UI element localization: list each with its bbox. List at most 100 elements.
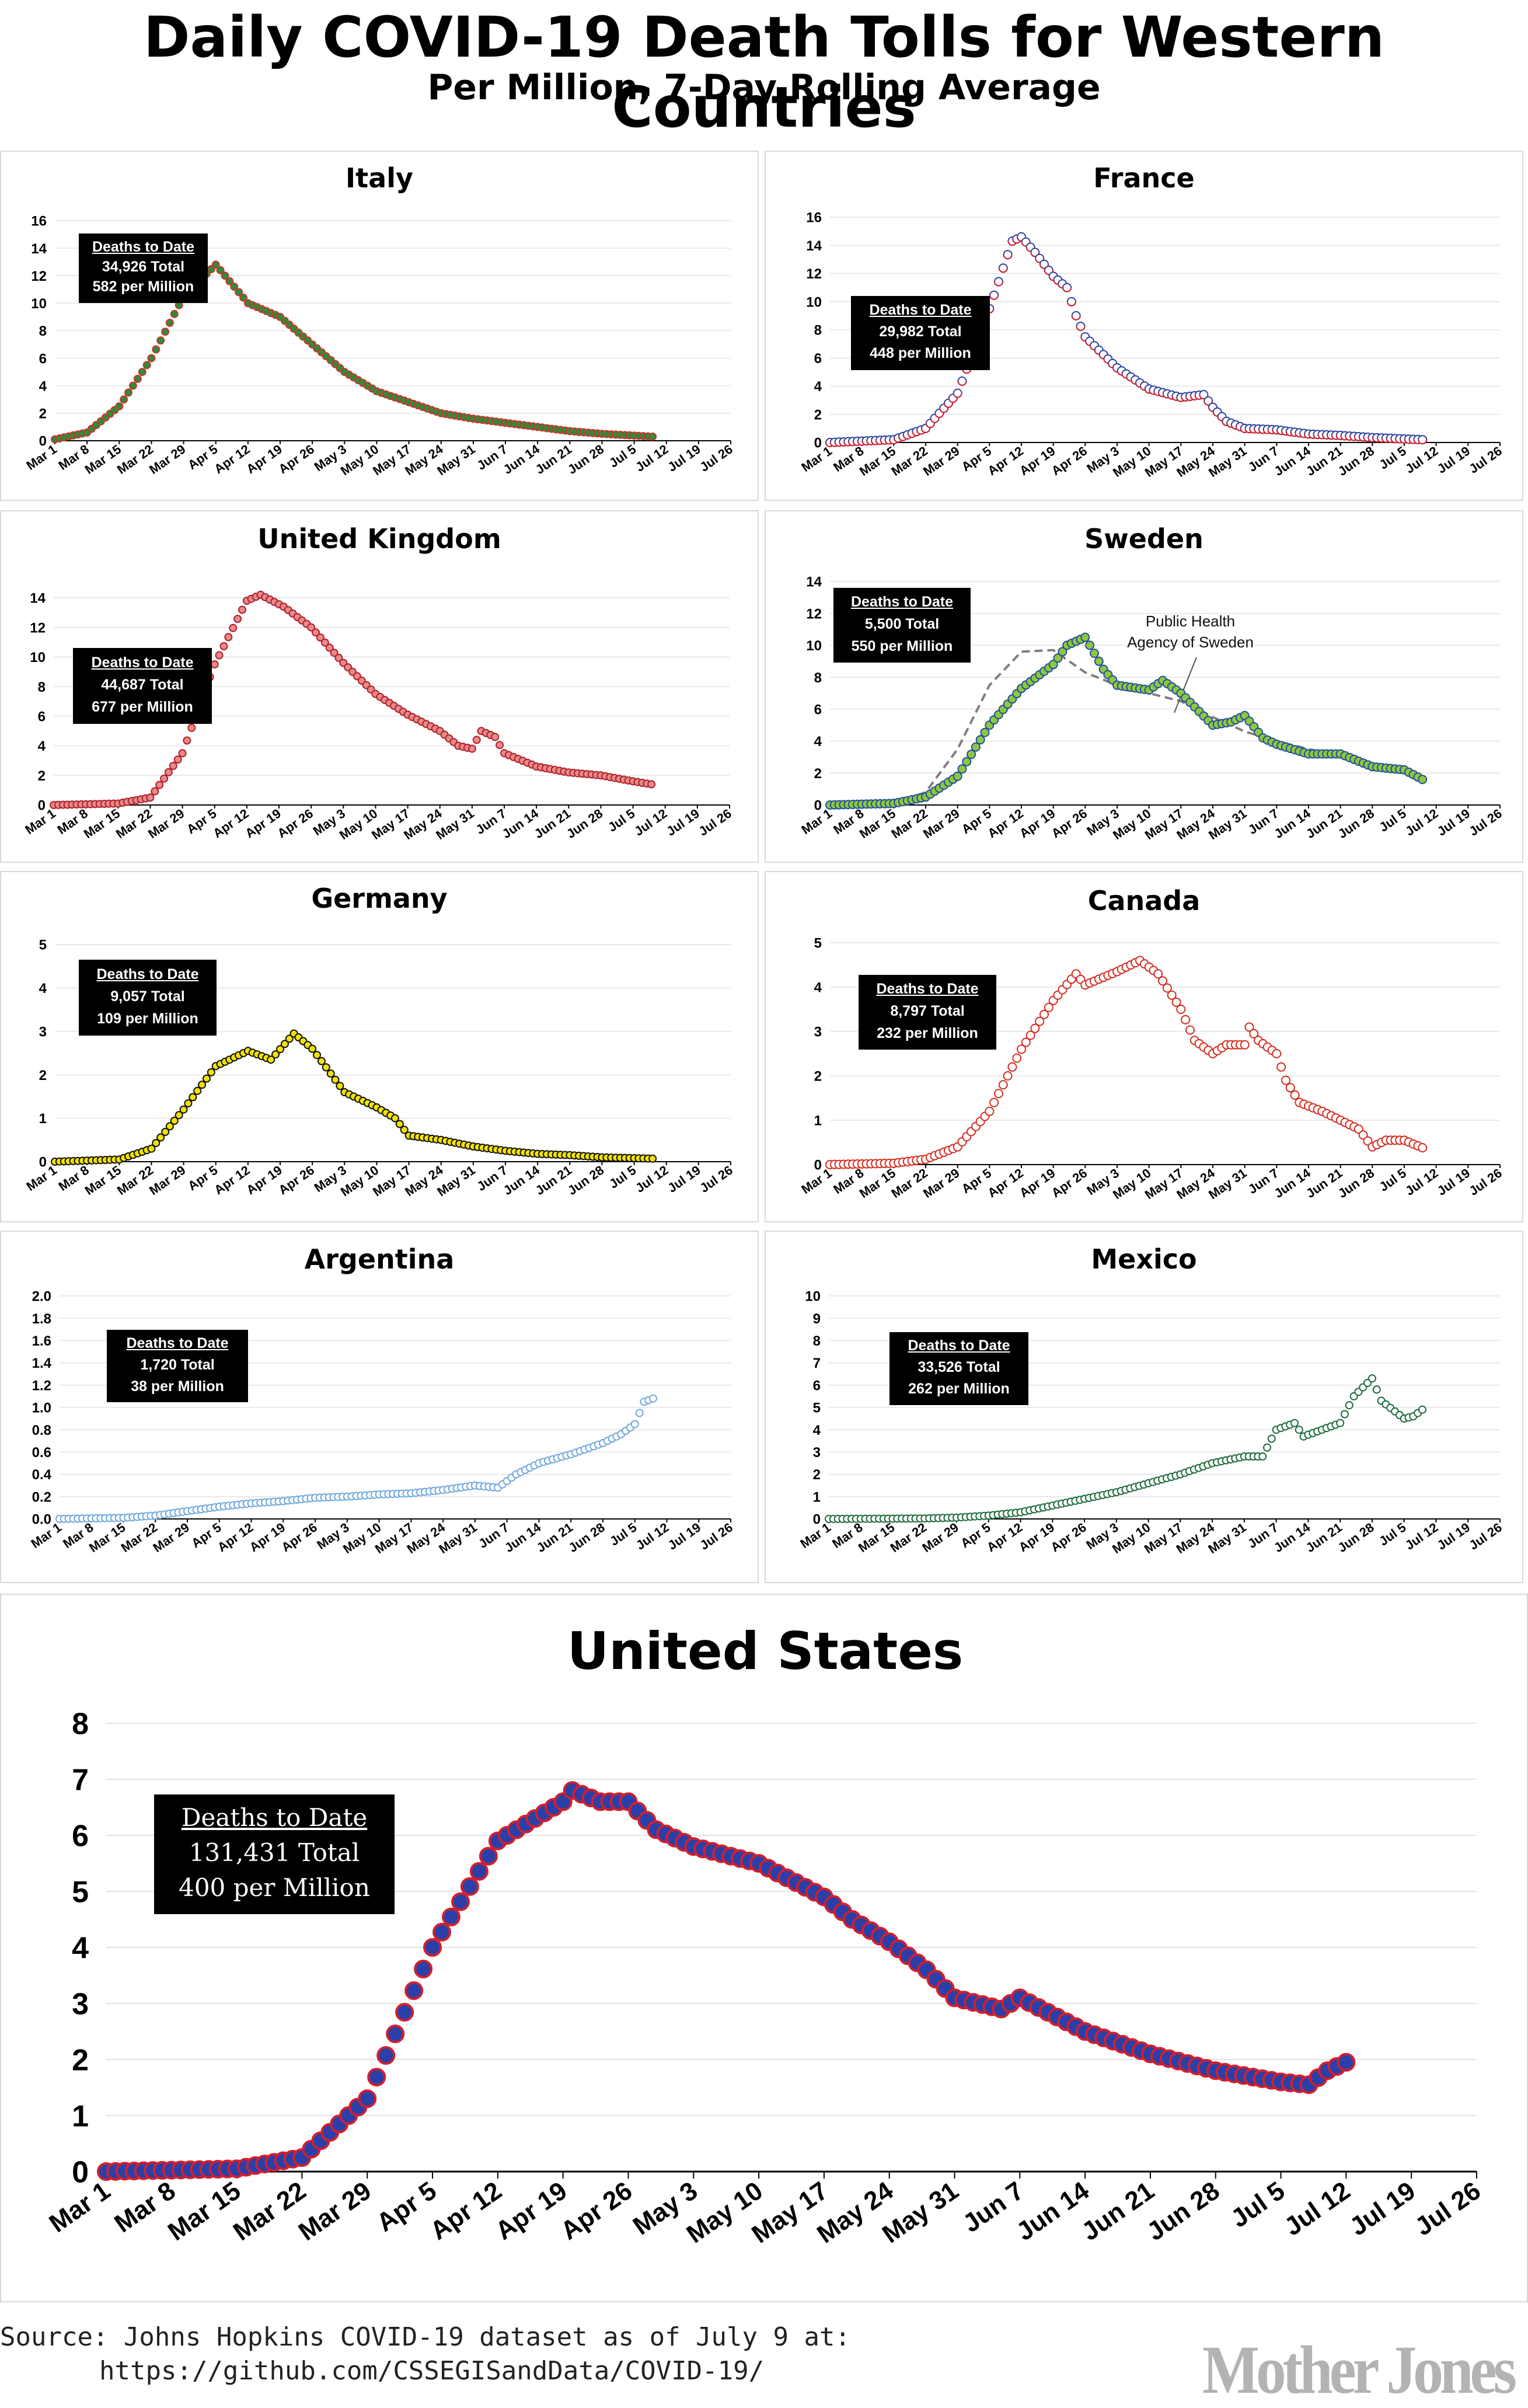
chart-title-france: France — [1093, 162, 1195, 194]
data-point — [225, 277, 234, 285]
data-point — [215, 651, 224, 660]
x-tick-label: Apr 26 — [276, 1163, 317, 1198]
data-point — [238, 605, 246, 614]
deaths-to-date-box-us: Deaths to Date 131,431 Total 400 per Mil… — [154, 1794, 395, 1914]
sweden-reference-line — [893, 649, 1418, 805]
series-points — [50, 590, 656, 809]
y-tick-label: 3 — [39, 1024, 47, 1040]
data-point-accent — [1203, 400, 1213, 406]
deaths-to-date-box-argentina: Deaths to Date 1,720 Total 38 per Millio… — [107, 1330, 248, 1402]
x-tick-label: Apr 12 — [985, 1166, 1025, 1201]
data-point — [170, 309, 179, 318]
data-point — [120, 395, 128, 404]
x-tick-label: Mar 15 — [857, 806, 898, 841]
data-point — [280, 1040, 289, 1048]
x-tick-label: Apr 12 — [211, 442, 252, 477]
data-point — [1090, 649, 1099, 658]
x-tick-label: Jun 21 — [1303, 1520, 1345, 1555]
series-points — [97, 1781, 1356, 2181]
x-tick-label: Apr 12 — [425, 2176, 507, 2246]
data-point — [156, 336, 165, 345]
x-tick-label: Jun 28 — [1142, 2176, 1225, 2246]
data-point — [1418, 775, 1428, 785]
deaths-to-date-box-france: Deaths to Date 29,982 Total 448 per Mill… — [851, 296, 990, 370]
data-point — [1048, 660, 1058, 670]
deaths-to-date-label: Deaths to Date — [869, 302, 972, 318]
x-tick-label: Jul 19 — [1435, 1166, 1473, 1198]
data-point — [496, 741, 504, 750]
x-tick-label: Apr 26 — [1049, 806, 1090, 841]
data-point — [216, 266, 225, 274]
data-point-accent — [1066, 301, 1076, 306]
data-point-accent — [1062, 287, 1072, 292]
y-tick-label: 2 — [814, 407, 822, 423]
y-tick-label: 2.0 — [32, 1289, 51, 1305]
x-tick-label: Jul 5 — [606, 1163, 639, 1191]
x-tick-label: Apr 19 — [243, 442, 284, 477]
data-point — [334, 653, 343, 662]
y-tick-label: 10 — [805, 1289, 821, 1305]
deaths-to-date-label: Deaths to Date — [876, 981, 979, 997]
data-point — [358, 2089, 377, 2109]
data-point-accent — [1030, 252, 1040, 257]
x-tick-label: Jul 19 — [664, 806, 702, 839]
x-tick-label: Jun 14 — [1271, 806, 1313, 841]
y-tick-label: 2 — [39, 406, 47, 422]
data-point — [1418, 1143, 1428, 1153]
data-point — [1153, 969, 1163, 979]
series-points — [825, 1374, 1426, 1523]
deaths-to-date-label: Deaths to Date — [91, 654, 194, 671]
chart-title-italy: Italy — [346, 162, 413, 194]
data-point — [128, 381, 137, 390]
data-point — [1021, 1037, 1031, 1047]
data-point — [179, 1105, 188, 1114]
x-tick-label: Apr 19 — [243, 1163, 284, 1198]
deaths-per-million: 38 per Million — [131, 1378, 224, 1395]
x-tick-label: Mar 29 — [294, 2176, 376, 2246]
x-tick-label: Jun 28 — [1335, 1166, 1377, 1201]
data-point — [1058, 647, 1067, 657]
chart-panel-canada: Canada 0 1 2 3 4 5 Mar 1 Mar 8 Mar 15 Mar 22 Mar 2… — [765, 871, 1523, 1222]
data-point — [221, 271, 229, 280]
x-tick-label: Jul 12 — [1279, 2176, 1355, 2242]
chart-panel-france: France 0 2 4 6 8 10 12 14 16 Mar 1 Mar 8 Mar 15 Mar … — [765, 151, 1523, 501]
data-point — [239, 293, 247, 302]
x-tick-label: Mar 22 — [888, 1520, 929, 1555]
y-tick-label: 1 — [813, 1489, 821, 1505]
data-point — [336, 1082, 344, 1090]
data-point — [1171, 997, 1181, 1007]
y-tick-label: 8 — [814, 323, 822, 339]
deaths-to-date-label: Deaths to Date — [181, 1803, 368, 1832]
y-tick-label: 10 — [806, 294, 822, 310]
x-tick-label: Apr 12 — [215, 1520, 256, 1555]
x-tick-label: Mar 22 — [114, 442, 156, 477]
y-tick-label: 3 — [813, 1445, 821, 1461]
x-tick-label: Apr 26 — [1049, 444, 1090, 479]
data-point — [980, 727, 990, 737]
data-point — [326, 1069, 335, 1078]
deaths-per-million: 582 per Million — [92, 278, 194, 295]
series-points — [51, 1029, 657, 1166]
data-point — [1035, 1016, 1045, 1026]
x-tick-label: Jul 12 — [633, 1163, 671, 1196]
y-tick-label: 4 — [814, 980, 822, 996]
deaths-total: 131,431 Total — [189, 1838, 360, 1867]
deaths-per-million: 262 per Million — [908, 1381, 1010, 1397]
data-point — [151, 787, 159, 796]
y-tick-label: 8 — [38, 679, 46, 695]
y-tick-label: 0.8 — [32, 1423, 51, 1438]
data-point — [178, 749, 187, 758]
deaths-total: 1,720 Total — [140, 1357, 215, 1373]
deaths-to-date-label: Deaths to Date — [92, 239, 195, 255]
deaths-to-date-box-sweden: Deaths to Date 5,500 Total 550 per Milli… — [833, 588, 971, 663]
x-tick-label: Apr 26 — [275, 806, 316, 841]
x-tick-label: Apr 19 — [1017, 1166, 1058, 1201]
data-point — [203, 1074, 211, 1083]
data-point — [1345, 1401, 1353, 1410]
data-point — [164, 768, 173, 776]
